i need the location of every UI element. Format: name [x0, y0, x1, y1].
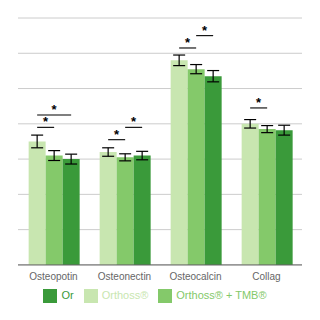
svg-text:*: * — [114, 127, 120, 142]
svg-text:Osteonectin: Osteonectin — [98, 271, 151, 282]
html-text:Or: Or — [61, 288, 74, 301]
html-text:Orthoss® + TMB®: Orthoss® + TMB® — [176, 288, 267, 301]
svg-text:Osteopotin: Osteopotin — [29, 271, 77, 282]
svg-text:*: * — [256, 95, 262, 110]
svg-text:Collag: Collag — [252, 271, 280, 282]
svg-text:*: * — [52, 102, 58, 117]
svg-text:Osteocalcin: Osteocalcin — [169, 271, 221, 282]
svg-text:*: * — [202, 23, 208, 38]
html-text:Orthoss®: Orthoss® — [101, 288, 149, 301]
svg-text:*: * — [43, 114, 49, 129]
svg-text:*: * — [185, 35, 191, 50]
svg-text:*: * — [131, 114, 137, 129]
